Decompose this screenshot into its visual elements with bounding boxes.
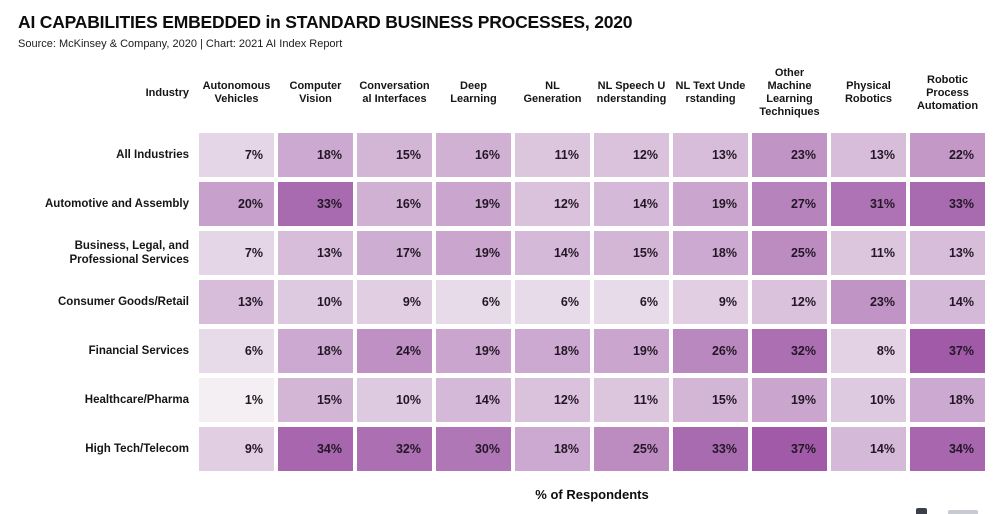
heatmap-cell: 22% — [910, 133, 985, 177]
heatmap-cell: 20% — [199, 182, 274, 226]
heatmap-cell: 14% — [515, 231, 590, 275]
heatmap-cell: 23% — [831, 280, 906, 324]
heatmap-cell: 7% — [199, 231, 274, 275]
x-axis-label: % of Respondents — [535, 487, 649, 502]
heatmap-cell: 25% — [752, 231, 827, 275]
heatmap-cell: 18% — [673, 231, 748, 275]
heatmap-cell: 12% — [594, 133, 669, 177]
heatmap-cell: 19% — [594, 329, 669, 373]
heatmap-cell: 19% — [436, 182, 511, 226]
heatmap-cell: 18% — [515, 329, 590, 373]
heatmap-cell: 32% — [357, 427, 432, 471]
heatmap-cell: 34% — [910, 427, 985, 471]
heatmap-cell: 24% — [357, 329, 432, 373]
heatmap-cell: 6% — [515, 280, 590, 324]
heatmap-cell: 18% — [515, 427, 590, 471]
heatmap-cell: 10% — [831, 378, 906, 422]
heatmap-cell: 37% — [910, 329, 985, 373]
column-header: Autonomous Vehicles — [202, 80, 271, 105]
column-header: Physical Robotics — [844, 80, 893, 105]
heatmap-cell: 13% — [831, 133, 906, 177]
heatmap-cell: 11% — [831, 231, 906, 275]
heatmap-cell: 27% — [752, 182, 827, 226]
heatmap-cell: 19% — [673, 182, 748, 226]
heatmap-cell: 9% — [357, 280, 432, 324]
heatmap-cell: 10% — [278, 280, 353, 324]
column-header: NL Text Unde rstanding — [675, 80, 746, 105]
heatmap-cell: 15% — [357, 133, 432, 177]
column-header: Other Machine Learning Techniques — [759, 67, 820, 118]
heatmap-cell: 19% — [436, 329, 511, 373]
heatmap-cell: 18% — [278, 133, 353, 177]
column-header: Conversation al Interfaces — [359, 80, 430, 105]
heatmap-cell: 19% — [752, 378, 827, 422]
cropped-attribution-logo-fragment — [916, 508, 927, 514]
heatmap-cell: 37% — [752, 427, 827, 471]
heatmap-cell: 8% — [831, 329, 906, 373]
row-label: Business, Legal, and Professional Servic… — [69, 240, 189, 266]
heatmap-cell: 23% — [752, 133, 827, 177]
heatmap-cell: 13% — [278, 231, 353, 275]
heatmap-grid: All Industries 7% 18% 15% 16% 11% 12% 13% 23% 13%… — [10, 133, 995, 471]
heatmap-cell: 26% — [673, 329, 748, 373]
heatmap-cell: 13% — [199, 280, 274, 324]
column-header: Computer Vision — [289, 80, 342, 105]
heatmap-cell: 16% — [357, 182, 432, 226]
heatmap-cell: 12% — [515, 378, 590, 422]
heatmap-cell: 17% — [357, 231, 432, 275]
heatmap-cell: 9% — [199, 427, 274, 471]
row-label: High Tech/Telecom — [85, 443, 189, 455]
row-label: Financial Services — [88, 345, 189, 357]
heatmap-cell: 30% — [436, 427, 511, 471]
heatmap-cell: 6% — [436, 280, 511, 324]
heatmap-cell: 12% — [515, 182, 590, 226]
chart-source-caption: Source: McKinsey & Company, 2020 | Chart… — [18, 38, 343, 50]
column-header: NL Generation — [523, 80, 582, 105]
cropped-attribution-text-fragment — [948, 510, 978, 514]
heatmap-cell: 33% — [278, 182, 353, 226]
heatmap-cell: 14% — [831, 427, 906, 471]
chart-title: AI CAPABILITIES EMBEDDED in STANDARD BUS… — [18, 12, 633, 32]
heatmap-cell: 13% — [910, 231, 985, 275]
heatmap-cell: 15% — [594, 231, 669, 275]
heatmap-cell: 33% — [910, 182, 985, 226]
heatmap-cell: 25% — [594, 427, 669, 471]
heatmap-cell: 14% — [436, 378, 511, 422]
heatmap-cell: 11% — [594, 378, 669, 422]
heatmap-cell: 33% — [673, 427, 748, 471]
heatmap-cell: 19% — [436, 231, 511, 275]
column-header: Deep Learning — [450, 80, 497, 105]
heatmap-cell: 16% — [436, 133, 511, 177]
heatmap-cell: 13% — [673, 133, 748, 177]
heatmap-cell: 18% — [278, 329, 353, 373]
heatmap-cell: 7% — [199, 133, 274, 177]
heatmap-cell: 6% — [199, 329, 274, 373]
heatmap-cell: 15% — [673, 378, 748, 422]
heatmap-cell: 18% — [910, 378, 985, 422]
heatmap-column-headers: Industry Autonomous Vehicles Computer Vis… — [10, 62, 995, 124]
row-label: All Industries — [116, 149, 189, 161]
heatmap-cell: 10% — [357, 378, 432, 422]
heatmap-cell: 12% — [752, 280, 827, 324]
row-label: Automotive and Assembly — [45, 198, 189, 210]
heatmap-cell: 1% — [199, 378, 274, 422]
industry-column-header: Industry — [145, 87, 189, 99]
heatmap-cell: 11% — [515, 133, 590, 177]
row-label: Healthcare/Pharma — [84, 394, 189, 406]
heatmap-cell: 32% — [752, 329, 827, 373]
heatmap-cell: 15% — [278, 378, 353, 422]
heatmap-cell: 9% — [673, 280, 748, 324]
heatmap-cell: 6% — [594, 280, 669, 324]
column-header: NL Speech U nderstanding — [596, 80, 667, 105]
heatmap-cell: 14% — [910, 280, 985, 324]
column-header: Robotic Process Automation — [916, 73, 979, 112]
heatmap-cell: 34% — [278, 427, 353, 471]
heatmap-cell: 31% — [831, 182, 906, 226]
heatmap-cell: 14% — [594, 182, 669, 226]
row-label: Consumer Goods/Retail — [58, 296, 189, 308]
